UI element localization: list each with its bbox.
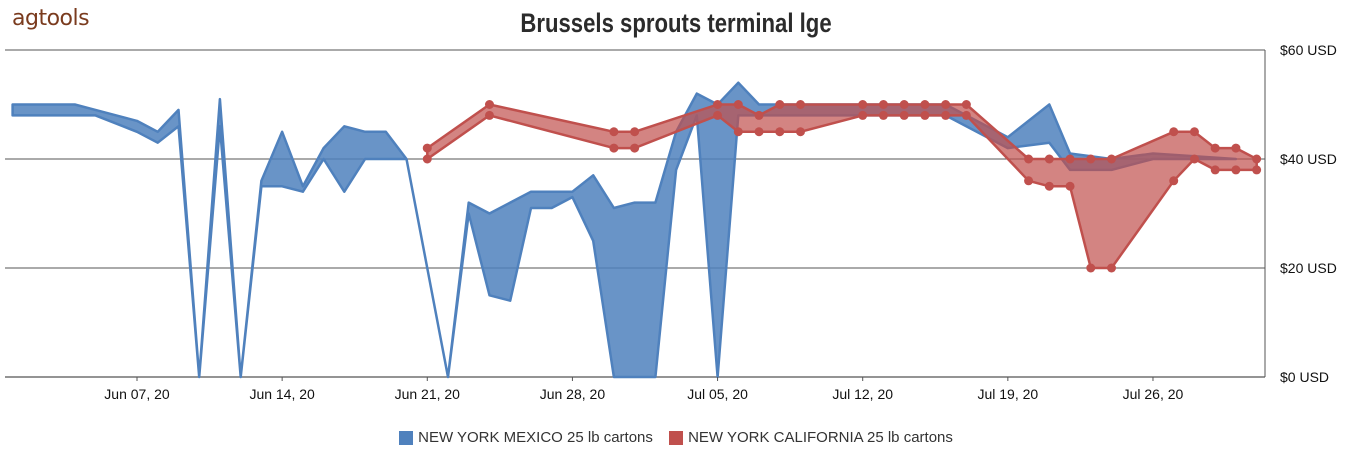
logo-text: agtools (12, 6, 90, 31)
chart-title: Brussels sprouts terminal lge (520, 8, 832, 38)
data-point-high (795, 100, 805, 109)
x-tick-label: Jul 12, 20 (832, 386, 893, 402)
agtools-logo: agtools (12, 6, 90, 31)
data-point-low (941, 110, 951, 120)
data-point-low (1210, 165, 1220, 175)
data-point-low (713, 110, 723, 120)
data-point-high (1044, 154, 1054, 164)
y-tick-label: $60 USD (1280, 42, 1337, 58)
data-point-high (899, 100, 909, 109)
x-tick-label: Jun 21, 20 (395, 386, 461, 402)
data-point-low (858, 110, 868, 120)
data-point-high (878, 100, 888, 109)
data-point-high (920, 100, 930, 109)
y-tick-label: $20 USD (1280, 260, 1337, 276)
data-point-high (1252, 154, 1262, 164)
data-point-high (1107, 154, 1117, 164)
data-point-low (754, 127, 764, 137)
data-point-high (1210, 143, 1220, 153)
data-point-high (484, 100, 494, 109)
data-point-high (775, 100, 785, 109)
x-tick-label: Jun 28, 20 (540, 386, 606, 402)
data-point-high (733, 100, 743, 109)
series-band (11, 81, 1238, 379)
data-point-low (422, 154, 432, 164)
data-point-high (1086, 154, 1096, 164)
data-point-high (1169, 127, 1179, 137)
data-point-low (1107, 263, 1117, 273)
data-point-low (775, 127, 785, 137)
data-point-low (1231, 165, 1241, 175)
data-point-low (1086, 263, 1096, 273)
legend-swatch-mexico (399, 430, 414, 445)
x-tick-label: Jul 19, 20 (977, 386, 1038, 402)
series-markers (422, 100, 1262, 273)
legend-label-mexico: NEW YORK MEXICO 25 lb cartons (418, 429, 653, 446)
legend-label-california: NEW YORK CALIFORNIA 25 lb cartons (688, 429, 953, 446)
y-tick-label: $0 USD (1280, 369, 1329, 385)
legend-item-california[interactable]: NEW YORK CALIFORNIA 25 lb cartons (669, 429, 953, 446)
data-point-high (422, 143, 432, 153)
data-point-low (961, 110, 971, 120)
x-axis: Jun 07, 20 Jun 14, 20 Jun 21, 20 Jun 28, 20… (104, 377, 1184, 402)
data-point-low (1169, 176, 1179, 186)
data-point-low (1044, 181, 1054, 191)
series-areas (11, 81, 1258, 379)
data-point-low (878, 110, 888, 120)
y-tick-label: $40 USD (1280, 151, 1337, 167)
y-axis: $0 USD $20 USD $40 USD $60 USD (1264, 42, 1337, 385)
data-point-high (1024, 154, 1034, 164)
data-point-high (961, 100, 971, 109)
data-point-low (1252, 165, 1262, 175)
x-tick-label: Jul 05, 20 (687, 386, 748, 402)
x-tick-label: Jun 14, 20 (249, 386, 315, 402)
data-point-high (941, 100, 951, 109)
data-point-low (733, 127, 743, 137)
series-band (426, 103, 1258, 270)
data-point-low (1065, 181, 1075, 191)
data-point-low (795, 127, 805, 137)
x-tick-label: Jul 26, 20 (1123, 386, 1184, 402)
data-point-low (899, 110, 909, 120)
data-point-low (1189, 154, 1199, 164)
data-point-low (630, 143, 640, 153)
data-point-high (858, 100, 868, 109)
data-point-low (609, 143, 619, 153)
data-point-high (630, 127, 640, 137)
data-point-high (1231, 143, 1241, 153)
data-point-high (609, 127, 619, 137)
data-point-high (1065, 154, 1075, 164)
legend-swatch-california (669, 430, 684, 445)
data-point-low (920, 110, 930, 120)
data-point-low (484, 110, 494, 120)
data-point-high (754, 110, 764, 120)
legend: NEW YORK MEXICO 25 lb cartons NEW YORK C… (0, 429, 1352, 449)
data-point-high (713, 100, 723, 109)
x-tick-label: Jun 07, 20 (104, 386, 170, 402)
data-point-low (1024, 176, 1034, 186)
legend-item-mexico[interactable]: NEW YORK MEXICO 25 lb cartons (399, 429, 653, 446)
data-point-high (1189, 127, 1199, 137)
